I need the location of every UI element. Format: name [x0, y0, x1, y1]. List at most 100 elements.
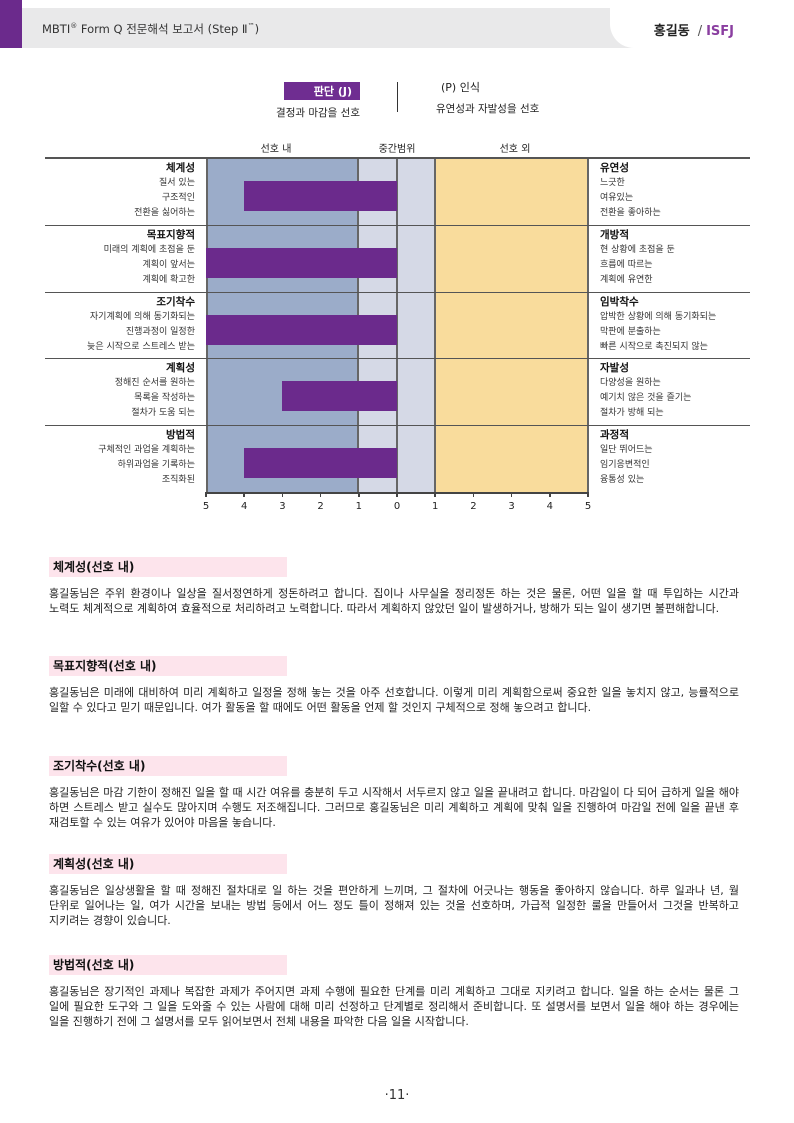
facet-right-desc: 빠른 시작으로 촉진되지 않는	[600, 342, 708, 352]
facet-right-pole: 자발성 다양성을 원하는 예기치 않은 것을 즐기는 절차가 방해 되는	[600, 361, 760, 421]
facet-right-name: 유연성	[600, 162, 629, 174]
section-title: 목표지향적(선호 내)	[49, 656, 287, 676]
facet-left-name: 체계성	[166, 162, 195, 174]
zone-label-in: 선호 내	[260, 144, 292, 155]
facet-left-desc: 늦은 시작으로 스트레스 받는	[87, 342, 195, 352]
row-divider	[45, 358, 750, 359]
section-body: 홍길동님은 미래에 대비하여 미리 계획하고 일정을 정해 놓는 것을 아주 선…	[49, 686, 739, 714]
facet-left-desc: 조직화된	[161, 475, 195, 485]
facet-left-desc: 하위과업을 기록하는	[117, 460, 195, 470]
x-tick-label: 2	[470, 501, 477, 512]
x-tick	[319, 492, 322, 497]
person-name: 홍길동	[653, 24, 690, 39]
section-planful: 목표지향적(선호 내) 홍길동님은 미래에 대비하여 미리 계획하고 일정을 정…	[49, 655, 739, 715]
facet-score-bar	[206, 248, 397, 278]
facet-left-name: 목표지향적	[146, 229, 195, 241]
header-tab	[610, 0, 794, 48]
x-tick-label: 3	[279, 501, 286, 512]
page-number: ·11·	[384, 1088, 410, 1103]
facet-right-desc: 전환을 좋아하는	[600, 208, 661, 218]
facet-score-bar	[244, 181, 397, 211]
facet-left-desc: 미래의 계획에 초점을 둔	[103, 245, 195, 255]
x-tick	[549, 492, 551, 497]
x-tick-label: 1	[432, 501, 439, 512]
row-divider	[45, 157, 750, 159]
pole-perceiving: (P) 인식 유연성과 자발성을 선호	[436, 80, 539, 116]
facet-left-pole: 계획성 정해진 순서를 원하는 목록을 작성하는 절차가 도움 되는	[45, 361, 195, 421]
row-divider	[45, 292, 750, 293]
facet-right-desc: 절차가 방해 되는	[600, 408, 664, 418]
facet-chart: 선호 내 중간범위 선호 외 체계성 질서 있는 구조적인 전환을 싫어하는 유연성 느긋…	[0, 136, 794, 516]
facet-right-desc: 여유있는	[600, 193, 634, 203]
facet-left-desc: 구체적인 과업을 계획하는	[98, 445, 195, 455]
section-body: 홍길동님은 일상생활을 할 때 정해진 절차대로 일 하는 것을 편안하게 느끼…	[49, 884, 739, 927]
facet-right-desc: 압박한 상황에 의해 동기화되는	[600, 312, 717, 322]
facet-right-desc: 다양성을 원하는	[600, 378, 661, 388]
facet-left-desc: 계획에 확고한	[142, 275, 195, 285]
facet-left-desc: 정해진 순서를 원하는	[114, 378, 195, 388]
x-tick-label: 3	[508, 501, 515, 512]
x-tick-label: 1	[355, 501, 362, 512]
section-title: 계획성(선호 내)	[49, 854, 287, 874]
facet-right-name: 임박착수	[600, 296, 639, 308]
facet-score-bar	[206, 315, 397, 345]
type-code: ISFJ	[706, 24, 734, 39]
pole-judging: 판단 (J) 결정과 마감을 선호	[260, 80, 360, 120]
facet-score-bar	[282, 381, 397, 411]
page-header: MBTI® Form Q 전문해석 보고서 (Step Ⅱ™) 홍길동 / ISFJ	[0, 0, 794, 48]
pole-divider	[397, 82, 398, 112]
x-tick	[434, 492, 436, 497]
x-tick-label: 5	[202, 501, 210, 512]
facet-right-desc: 일단 뛰어드는	[600, 445, 653, 455]
facet-left-name: 조기착수	[156, 296, 195, 308]
facet-left-desc: 절차가 도움 되는	[131, 408, 195, 418]
out-preference-zone	[435, 158, 587, 492]
x-tick	[472, 492, 475, 497]
x-tick-label: 5	[584, 501, 592, 512]
x-tick-label: 4	[546, 501, 553, 512]
report-title: MBTI® Form Q 전문해석 보고서 (Step Ⅱ™)	[42, 22, 260, 36]
x-tick-label: 4	[241, 501, 248, 512]
x-tick	[358, 492, 360, 497]
zone-label-out: 선호 외	[499, 144, 531, 155]
pole-judging-desc: 결정과 마감을 선호	[276, 107, 360, 119]
section-body: 홍길동님은 장기적인 과제나 복잡한 과제가 주어지면 과제 수행에 필요한 단…	[49, 985, 739, 1028]
facet-left-desc: 구조적인	[161, 193, 195, 203]
section-title: 방법적(선호 내)	[49, 955, 287, 975]
facet-left-pole: 방법적 구체적인 과업을 계획하는 하위과업을 기록하는 조직화된	[45, 428, 195, 488]
facet-right-desc: 임기응변적인	[600, 460, 650, 470]
facet-left-desc: 목록을 작성하는	[134, 393, 195, 403]
facet-right-desc: 흐름에 따르는	[600, 260, 653, 270]
facet-left-desc: 진행과정이 일정한	[125, 327, 195, 337]
row-divider	[45, 425, 750, 426]
facet-right-desc: 느긋한	[600, 178, 625, 188]
section-title: 조기착수(선호 내)	[49, 756, 287, 776]
facet-score-bar	[244, 448, 397, 478]
section-scheduled: 계획성(선호 내) 홍길동님은 일상생활을 할 때 정해진 절차대로 일 하는 …	[49, 853, 739, 928]
facet-right-name: 개방적	[600, 229, 629, 241]
header-accent	[0, 0, 22, 48]
facet-right-desc: 현 상황에 초점을 둔	[600, 245, 675, 255]
x-tick	[510, 492, 513, 497]
facet-right-desc: 막판에 분출하는	[600, 327, 661, 337]
facet-left-desc: 전환을 싫어하는	[134, 208, 195, 218]
row-divider	[45, 225, 750, 226]
facet-right-desc: 융통성 있는	[600, 475, 645, 485]
x-tick	[243, 492, 245, 497]
facet-left-desc: 계획이 앞서는	[142, 260, 195, 270]
x-tick	[587, 492, 589, 497]
person-type: 홍길동 / ISFJ	[653, 24, 734, 39]
pole-perceiving-desc: 유연성과 자발성을 선호	[436, 103, 540, 115]
section-methodical: 방법적(선호 내) 홍길동님은 장기적인 과제나 복잡한 과제가 주어지면 과제…	[49, 954, 739, 1029]
facet-right-desc: 예기치 않은 것을 즐기는	[600, 393, 692, 403]
pole-judging-label: 판단 (J)	[283, 82, 360, 100]
facet-left-desc: 질서 있는	[159, 178, 195, 188]
x-tick	[396, 492, 398, 497]
facet-left-desc: 자기계획에 의해 동기화되는	[89, 312, 195, 322]
zone-boundary	[587, 158, 589, 492]
